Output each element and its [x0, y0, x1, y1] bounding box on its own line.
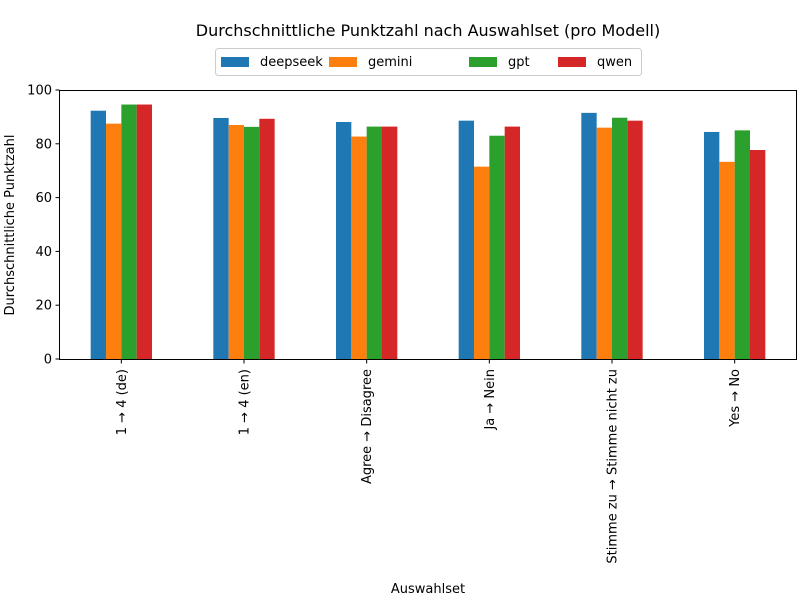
- bar-gemini-5: [719, 161, 735, 359]
- legend-swatch-qwen: [558, 57, 586, 67]
- x-tick-label: Yes → No: [728, 369, 743, 428]
- legend-label-gpt: gpt: [508, 55, 530, 70]
- bar-qwen-2: [382, 126, 398, 359]
- x-tick-label: Agree → Disagree: [360, 369, 375, 484]
- legend-box: [215, 48, 642, 76]
- bar-deepseek-5: [704, 131, 720, 359]
- bar-qwen-4: [627, 120, 643, 359]
- x-tick-label: Stimme zu → Stimme nicht zu: [606, 369, 621, 564]
- legend-label-deepseek: deepseek: [260, 55, 323, 70]
- bar-gpt-0: [121, 104, 137, 359]
- bar-gemini-2: [351, 136, 367, 359]
- legend-swatch-gpt: [469, 57, 497, 67]
- legend-label-gemini: gemini: [368, 55, 412, 70]
- chart-title: Durchschnittliche Punktzahl nach Auswahl…: [196, 21, 660, 40]
- bar-deepseek-2: [336, 122, 352, 359]
- bar-qwen-3: [504, 126, 520, 359]
- bar-qwen-1: [259, 118, 275, 359]
- x-axis: 1 → 4 (de) 1 → 4 (en) Agree → Disagree Ja →…: [115, 359, 743, 564]
- bar-gemini-3: [474, 166, 490, 359]
- x-axis-label: Auswahlset: [391, 582, 465, 597]
- y-tick-label: 20: [35, 299, 52, 314]
- x-tick-label: 1 → 4 (en): [238, 369, 253, 435]
- x-tick-label: Ja → Nein: [483, 369, 498, 431]
- bar-gpt-1: [244, 126, 260, 359]
- y-axis: 0 20 40 60 80 100: [27, 84, 60, 368]
- bar-gemini-1: [228, 124, 244, 359]
- bar-gemini-4: [596, 127, 612, 359]
- y-tick-label: 0: [44, 353, 52, 368]
- y-tick-label: 60: [35, 191, 52, 206]
- bars-group: [90, 104, 766, 360]
- bar-qwen-5: [750, 149, 766, 359]
- legend-swatch-deepseek: [221, 57, 249, 67]
- y-tick-label: 80: [35, 137, 52, 152]
- legend-swatch-gemini: [329, 57, 357, 67]
- bar-gpt-2: [366, 126, 382, 359]
- plot-frame: [59, 90, 797, 360]
- bar-gpt-4: [612, 117, 628, 360]
- bar-deepseek-0: [90, 110, 106, 360]
- bar-deepseek-4: [581, 112, 597, 359]
- y-tick-label: 100: [27, 84, 52, 99]
- y-tick-label: 40: [35, 245, 52, 260]
- bar-gpt-5: [734, 130, 750, 359]
- legend-label-qwen: qwen: [597, 55, 632, 70]
- x-tick-label: 1 → 4 (de): [115, 369, 130, 435]
- bar-deepseek-3: [458, 120, 474, 359]
- y-axis-label: Durchschnittliche Punktzahl: [3, 135, 18, 316]
- bar-gpt-3: [489, 135, 505, 359]
- bar-deepseek-1: [213, 117, 229, 359]
- legend: deepseek gemini gpt qwen: [215, 48, 642, 76]
- bar-gemini-0: [106, 123, 122, 360]
- bar-qwen-0: [136, 104, 152, 359]
